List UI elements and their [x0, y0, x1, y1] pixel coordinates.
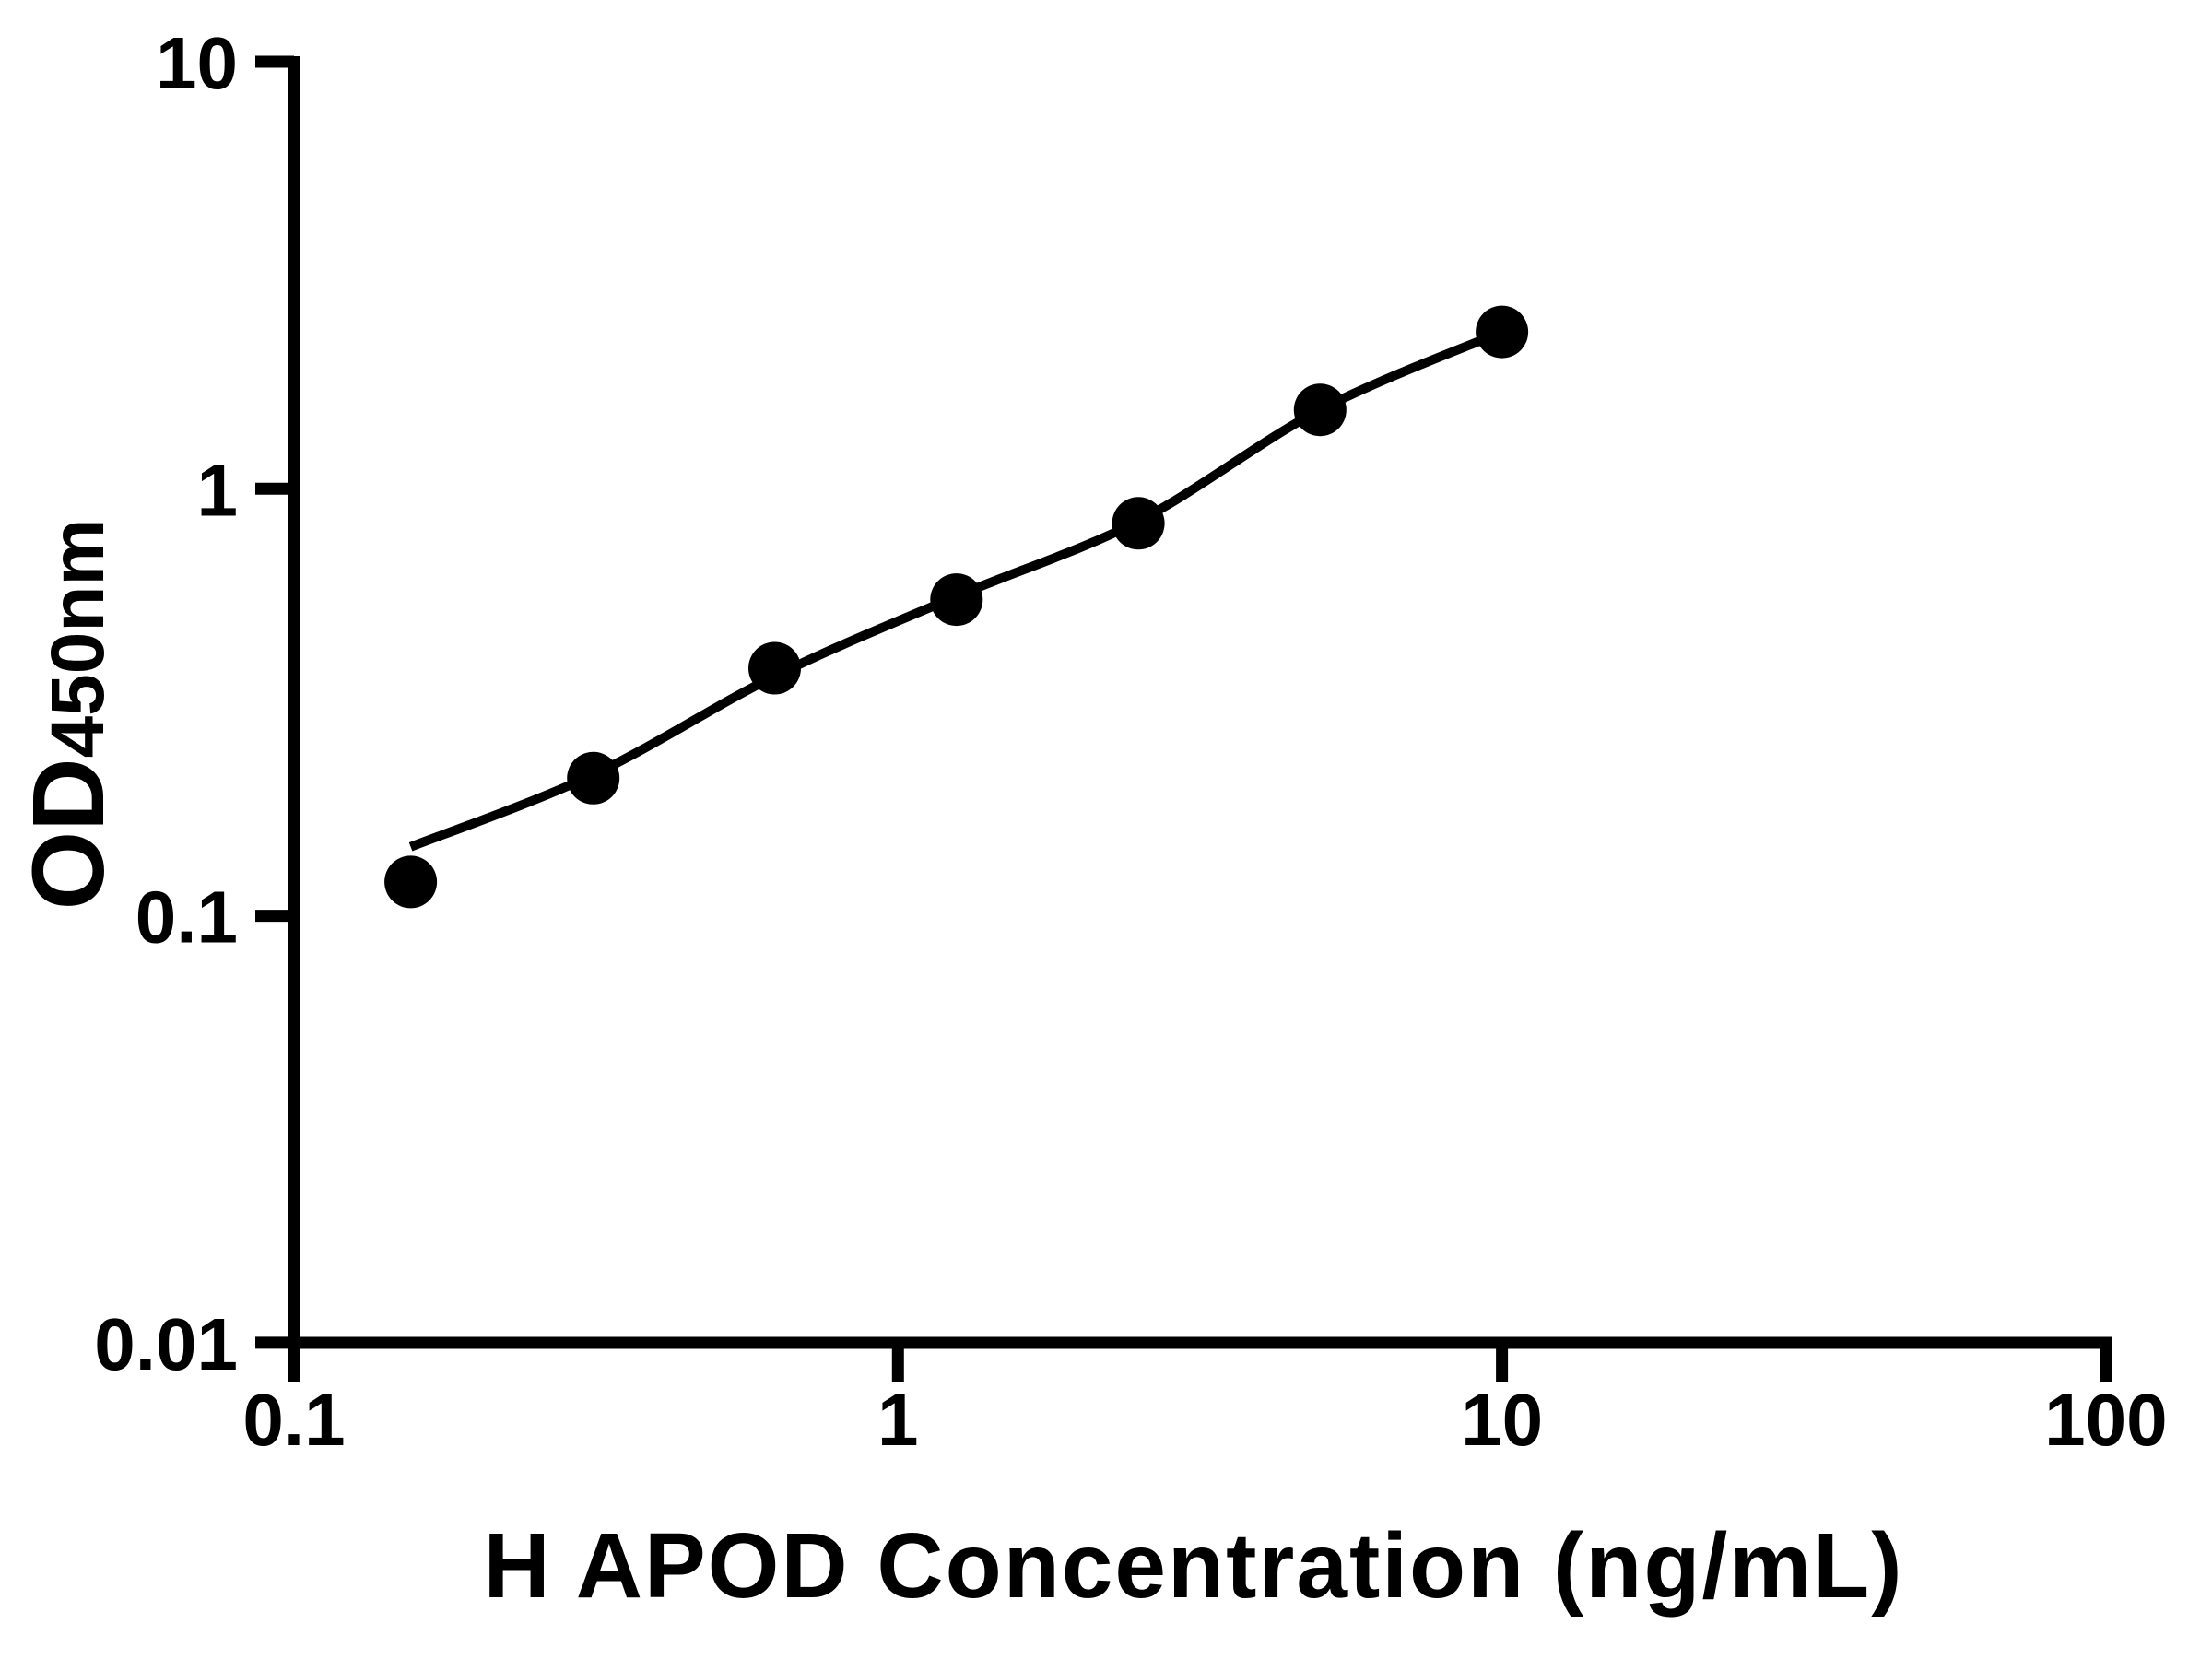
y-tick-label: 10	[156, 22, 238, 104]
data-points-group	[384, 305, 1529, 909]
y-tick-label: 0.1	[135, 877, 238, 959]
x-tick-label: 0.1	[242, 1379, 345, 1461]
ticks-group	[255, 55, 2112, 1382]
data-point	[1293, 383, 1347, 437]
x-tick-label: 1	[877, 1379, 919, 1461]
data-point	[930, 573, 983, 627]
data-point	[384, 855, 438, 909]
y-axis-title: OD450nm	[12, 519, 125, 911]
x-tick-label: 10	[1461, 1379, 1543, 1461]
x-tick-label: 100	[2044, 1379, 2167, 1461]
y-tick-label: 0.01	[94, 1303, 238, 1385]
x-axis-title: H APOD Concentration (ng/mL)	[483, 1514, 1903, 1618]
y-axis-title-sub: 450nm	[36, 519, 120, 759]
axes-group	[288, 56, 2112, 1349]
y-tick-label: 1	[197, 449, 239, 531]
data-point	[748, 641, 801, 695]
data-point	[567, 751, 620, 805]
y-axis-title-main: OD	[12, 758, 125, 910]
data-point	[1112, 497, 1165, 550]
data-point	[1476, 305, 1529, 359]
